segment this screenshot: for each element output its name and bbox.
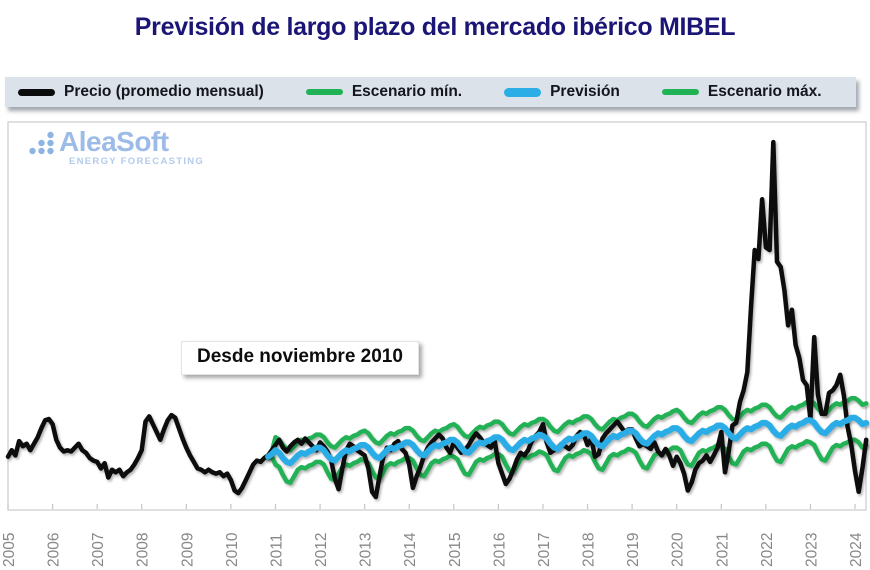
escenario-max-line-swatch-icon [661, 89, 699, 95]
precio-line-swatch-icon [18, 88, 55, 96]
series-line-prevision [265, 414, 870, 467]
legend-item-escenario-max: Escenario máx. [661, 83, 822, 101]
legend-label-precio: Precio (promedio mensual) [64, 83, 264, 100]
x-axis-label: 2022 [759, 533, 776, 567]
x-axis-label: 2018 [581, 533, 598, 567]
x-axis-label: 2020 [670, 532, 687, 567]
plot-border [7, 121, 867, 511]
legend-item-prevision: Previsión [504, 83, 620, 101]
legend-item-precio: Precio (promedio mensual) [18, 83, 264, 101]
x-axis-label: 2012 [313, 533, 330, 567]
legend-item-escenario-min: Escenario mín. [305, 83, 463, 101]
x-axis-label: 2013 [358, 533, 375, 567]
legend-label-escenario-min: Escenario mín. [351, 83, 463, 100]
series-line-escenario-max [265, 395, 869, 458]
aleasoft-logo-text: AleaSoft [59, 126, 169, 157]
x-axis-label: 2006 [46, 533, 63, 567]
x-axis-label: 2014 [402, 532, 419, 567]
x-axis-label: 2023 [803, 533, 820, 567]
x-axis-label: 2010 [224, 532, 241, 567]
x-axis-label: 2011 [268, 534, 285, 567]
series-line-precio [5, 139, 869, 500]
escenario-min-line-swatch-icon [305, 89, 343, 95]
forecast-start-annotation: Desde noviembre 2010 [181, 341, 419, 375]
page-title: Previsión de largo plazo del mercado ibé… [134, 13, 736, 41]
x-axis-label: 2021 [714, 533, 731, 567]
x-axis-label: 2007 [90, 533, 107, 567]
aleasoft-watermark: AleaSoft ENERGY FORECASTING [28, 126, 204, 167]
x-axis-label: 2019 [625, 533, 642, 567]
aleasoft-dots-icon [29, 131, 54, 155]
x-axis-label: 2005 [1, 533, 18, 567]
aleasoft-logo-subtitle: ENERGY FORECASTING [69, 156, 205, 167]
x-axis-label: 2017 [536, 533, 553, 567]
x-axis-label: 2008 [135, 533, 152, 567]
prevision-line-swatch-icon [504, 87, 542, 97]
x-axis-label: 2024 [848, 532, 865, 567]
x-axis-label: 2009 [179, 533, 196, 567]
x-axis-label: 2016 [491, 533, 508, 567]
legend-label-escenario-max: Escenario máx. [707, 83, 822, 100]
legend-bar: Precio (promedio mensual) Escenario mín.… [5, 77, 856, 107]
legend-label-prevision: Previsión [550, 83, 620, 100]
x-axis-label: 2015 [447, 533, 464, 567]
